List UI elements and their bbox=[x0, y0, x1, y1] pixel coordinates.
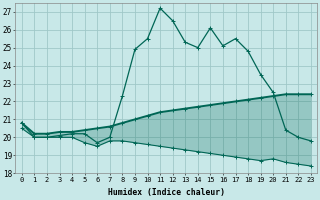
X-axis label: Humidex (Indice chaleur): Humidex (Indice chaleur) bbox=[108, 188, 225, 197]
